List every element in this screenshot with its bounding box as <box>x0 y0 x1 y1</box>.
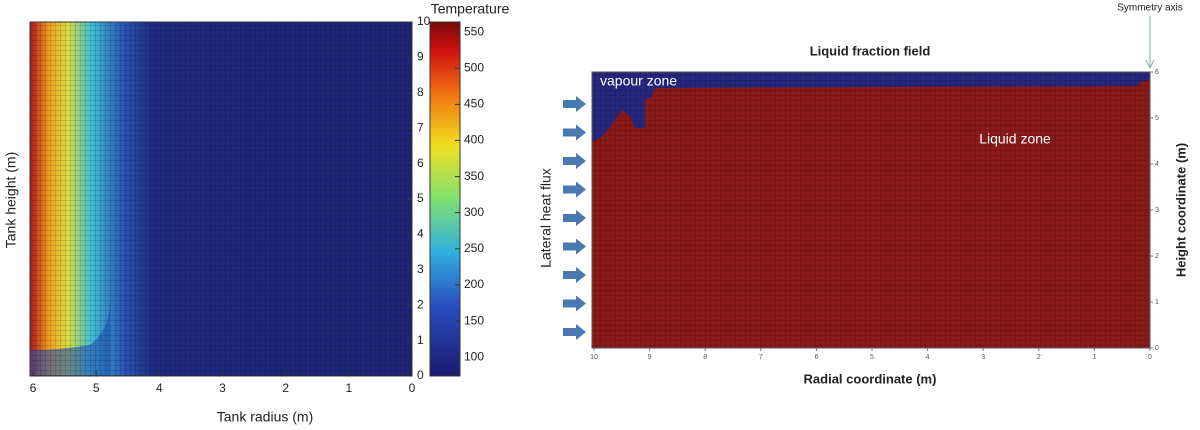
x-tick-label: 9 <box>648 354 652 361</box>
x-tick-label: 2 <box>1037 354 1041 361</box>
y-tick-label: 8 <box>417 85 424 99</box>
heat-flux-arrow <box>563 210 586 226</box>
y-tick-label: 6 <box>417 156 424 170</box>
heat-flux-arrow <box>563 96 586 112</box>
y-tick-label: 0 <box>1155 345 1159 352</box>
left-panel: Temperature Tank radius (m) Tank height … <box>3 1 510 425</box>
vapour-zone-label: vapour zone <box>600 73 677 89</box>
colorbar-title: Temperature <box>431 1 510 17</box>
liquid-zone-label: Liquid zone <box>979 131 1051 147</box>
x-tick-label: 10 <box>590 354 598 361</box>
x-label: Tank radius (m) <box>217 409 313 425</box>
colorbar-tick-label: 450 <box>464 97 484 111</box>
colorbar-tick-label: 350 <box>464 169 484 183</box>
y-tick-label: 10 <box>417 14 431 28</box>
y-tick-label: 1 <box>1155 299 1159 306</box>
x-tick-label: 6 <box>30 381 37 395</box>
heat-flux-arrow <box>563 153 586 169</box>
colorbar-tick-label: 250 <box>464 241 484 255</box>
heat-flux-arrow <box>563 267 586 283</box>
colorbar-tick-label: 200 <box>464 277 484 291</box>
heat-flux-arrows <box>563 96 586 340</box>
heat-flux-arrow <box>563 124 586 141</box>
right-panel: Liquid fraction field Radial coordinate … <box>538 3 1189 387</box>
x-tick-label: 2 <box>282 381 289 395</box>
x-tick-label: 1 <box>345 381 352 395</box>
colorbar-tick-label: 100 <box>464 349 484 363</box>
colorbar-tick-label: 500 <box>464 60 484 74</box>
x-tick-label: 3 <box>981 354 985 361</box>
y-tick-label: 2 <box>417 297 424 311</box>
x-tick-label: 7 <box>759 354 763 361</box>
title: Liquid fraction field <box>810 43 931 58</box>
heat-flux-arrow <box>563 295 586 312</box>
x-tick-label: 4 <box>926 354 930 361</box>
y-tick-label: 3 <box>417 262 424 276</box>
colorbar-tick-label: 550 <box>464 24 484 38</box>
heat-flux-arrow <box>563 238 586 255</box>
x-tick-label: 1 <box>1092 354 1096 361</box>
heat-flux-label: Lateral heat flux <box>538 168 554 268</box>
heat-flux-arrow <box>563 181 586 198</box>
y-tick-label: 2 <box>1155 253 1159 260</box>
y-tick-label: 6 <box>1155 69 1159 76</box>
x-tick-label: 0 <box>1148 354 1152 361</box>
y-tick-label: 1 <box>417 333 424 347</box>
y-label: Tank height (m) <box>3 152 19 248</box>
symmetry-arrow <box>1145 16 1155 70</box>
colorbar-tick-label: 300 <box>464 205 484 219</box>
x-tick-label: 5 <box>93 381 100 395</box>
y-tick-label: 3 <box>1155 207 1159 214</box>
x-tick-label: 3 <box>219 381 226 395</box>
mesh <box>30 22 412 376</box>
y-tick-label: 4 <box>417 227 424 241</box>
x-tick-label: 8 <box>703 354 707 361</box>
x-tick-label: 6 <box>814 354 818 361</box>
symmetry-axis-label: Symmetry axis <box>1117 3 1183 14</box>
x-tick-label: 4 <box>156 381 163 395</box>
colorbar-tick-label: 400 <box>464 133 484 147</box>
x-tick-label: 0 <box>409 381 416 395</box>
colorbar <box>429 21 461 377</box>
colorbar-tick-label: 150 <box>464 313 484 327</box>
x-tick-label: 5 <box>870 354 874 361</box>
x-label: Radial coordinate (m) <box>804 371 937 386</box>
y-tick-label: 7 <box>417 120 424 134</box>
y-tick-label: 5 <box>1155 115 1159 122</box>
mesh <box>592 72 1150 348</box>
y-tick-label: 5 <box>417 191 424 205</box>
y-tick-label: 0 <box>417 368 424 382</box>
heat-flux-arrow <box>563 324 586 340</box>
y-tick-label: 9 <box>417 50 424 64</box>
y-tick-label: 4 <box>1155 161 1159 168</box>
y-label: Height coordinate (m) <box>1173 143 1188 277</box>
